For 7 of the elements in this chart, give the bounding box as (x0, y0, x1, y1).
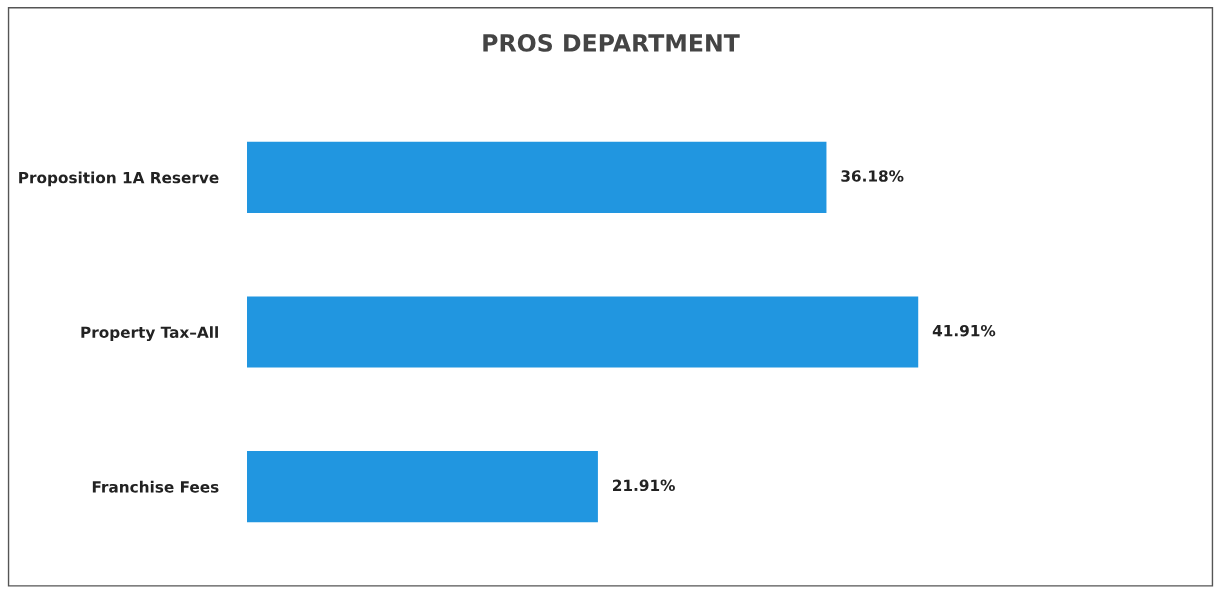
data-label: 41.91% (932, 324, 996, 337)
data-label: 21.91% (613, 479, 675, 492)
y-tick-label: Property Tax–All (81, 326, 218, 342)
y-tick-label: Franchise Fees (92, 480, 219, 493)
y-tick-label: Proposition 1A Reserve (19, 171, 219, 187)
chart-title: PROS DEPARTMENT (483, 33, 740, 52)
data-label: 36.18% (841, 170, 904, 182)
